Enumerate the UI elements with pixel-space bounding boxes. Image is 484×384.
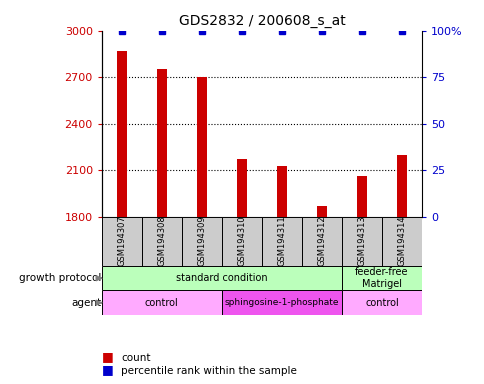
Text: GSM194311: GSM194311 — [277, 215, 286, 266]
Bar — [197, 77, 207, 217]
Text: GSM194312: GSM194312 — [317, 215, 326, 266]
Text: count: count — [121, 353, 151, 363]
Bar — [156, 69, 166, 217]
Text: control: control — [145, 298, 179, 308]
Text: ■: ■ — [102, 363, 113, 376]
Bar — [182, 217, 221, 266]
Bar — [341, 266, 421, 290]
Title: GDS2832 / 200608_s_at: GDS2832 / 200608_s_at — [178, 14, 345, 28]
Text: percentile rank within the sample: percentile rank within the sample — [121, 366, 297, 376]
Bar — [236, 159, 246, 217]
Bar — [341, 290, 421, 315]
Bar — [396, 156, 406, 217]
Text: ■: ■ — [102, 350, 113, 363]
Text: GSM194308: GSM194308 — [157, 215, 166, 266]
Text: growth protocol: growth protocol — [19, 273, 101, 283]
Bar — [301, 217, 341, 266]
Bar — [341, 217, 381, 266]
Bar — [221, 290, 341, 315]
Bar — [356, 176, 366, 217]
Bar — [102, 266, 341, 290]
Text: GSM194313: GSM194313 — [357, 215, 366, 266]
Text: GSM194309: GSM194309 — [197, 215, 206, 266]
Text: standard condition: standard condition — [176, 273, 267, 283]
Text: GSM194307: GSM194307 — [117, 215, 126, 266]
Text: feeder-free
Matrigel: feeder-free Matrigel — [354, 268, 408, 289]
Bar — [276, 166, 287, 217]
Bar — [221, 217, 261, 266]
Bar — [102, 217, 141, 266]
Bar — [261, 217, 301, 266]
Text: GSM194310: GSM194310 — [237, 215, 246, 266]
Text: agent: agent — [71, 298, 101, 308]
Bar — [117, 51, 127, 217]
Text: GSM194314: GSM194314 — [396, 215, 406, 266]
Bar — [381, 217, 421, 266]
Text: control: control — [364, 298, 398, 308]
Bar — [102, 290, 221, 315]
Text: sphingosine-1-phosphate: sphingosine-1-phosphate — [224, 298, 338, 307]
Bar — [141, 217, 182, 266]
Bar — [316, 206, 326, 217]
